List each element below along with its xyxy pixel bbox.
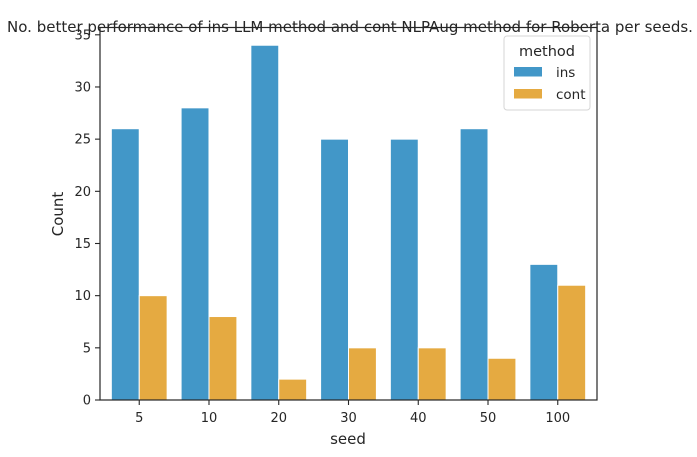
bar-ins-100: [529, 263, 559, 401]
y-tick-label: 20: [74, 185, 91, 200]
y-tick-label: 30: [74, 80, 91, 95]
y-tick-label: 10: [74, 289, 91, 304]
legend-label-cont: cont: [556, 87, 586, 103]
bar-ins-30: [320, 138, 349, 401]
x-tick-label: 30: [340, 411, 357, 426]
y-axis-label: Count: [49, 192, 67, 237]
y-tick-label: 5: [83, 341, 91, 356]
bar-cont-5: [138, 295, 168, 401]
legend-items: ins cont: [514, 65, 586, 103]
y-tick-label: 0: [83, 394, 91, 409]
y-axis-ticks: 0 5 10 15 20 25 30 35: [74, 28, 100, 409]
bar-cont-10: [208, 316, 238, 401]
bars-layer: [110, 44, 587, 401]
x-tick-label: 100: [545, 411, 570, 426]
x-tick-label: 5: [135, 411, 143, 426]
bar-cont-20: [278, 378, 308, 401]
y-tick-label: 35: [74, 28, 91, 43]
x-tick-label: 10: [201, 411, 218, 426]
bar-ins-40: [389, 138, 419, 401]
bar-cont-40: [417, 347, 447, 401]
x-tick-label: 20: [270, 411, 287, 426]
bar-cont-100: [557, 284, 587, 401]
bar-ins-10: [180, 107, 210, 401]
x-tick-label: 50: [480, 411, 497, 426]
bar-cont-50: [487, 357, 517, 401]
legend-title: method: [519, 44, 575, 60]
x-tick-label: 40: [410, 411, 427, 426]
legend: method ins cont: [503, 35, 591, 111]
bar-ins-5: [110, 128, 140, 401]
bar-ins-50: [459, 128, 489, 401]
legend-swatch-cont: [514, 89, 542, 99]
y-tick-label: 15: [74, 237, 91, 252]
y-tick-label: 25: [74, 133, 91, 148]
bar-cont-30: [348, 347, 377, 401]
x-axis-ticks: 5 10 20 30 40 50 100: [135, 400, 570, 426]
legend-label-ins: ins: [556, 65, 575, 81]
bar-ins-20: [250, 44, 280, 401]
x-axis-label: seed: [330, 430, 366, 448]
legend-swatch-ins: [514, 67, 542, 77]
